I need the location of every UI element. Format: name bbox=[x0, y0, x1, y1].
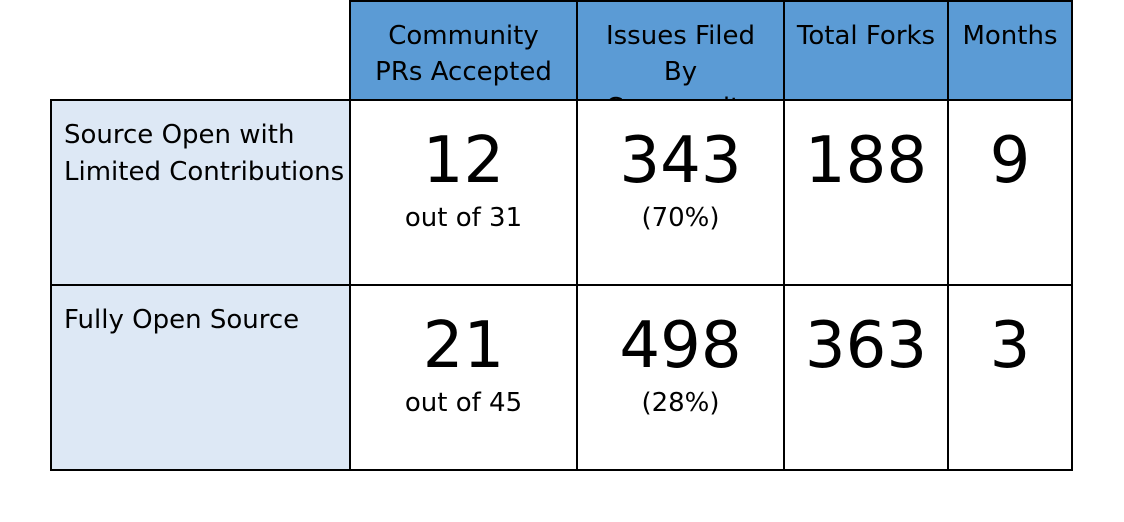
column-header: Issues Filed By Community bbox=[576, 0, 785, 123]
data-cell: 498 (28%) bbox=[576, 284, 785, 471]
data-subvalue: (28%) bbox=[641, 388, 720, 418]
data-cell: 21 out of 45 bbox=[349, 284, 578, 471]
data-subvalue: out of 31 bbox=[404, 203, 523, 233]
data-cell: 343 (70%) bbox=[576, 99, 785, 286]
row-header: Fully Open Source bbox=[50, 284, 351, 471]
data-cell: 3 bbox=[947, 284, 1073, 471]
data-value: 363 bbox=[804, 309, 928, 383]
column-header-label: Community PRs Accepted bbox=[375, 21, 552, 87]
data-subvalue: (70%) bbox=[641, 203, 720, 233]
data-value: 343 bbox=[619, 124, 742, 198]
data-value: 188 bbox=[804, 124, 928, 198]
column-header: Months bbox=[947, 0, 1073, 101]
data-cell: 9 bbox=[947, 99, 1073, 286]
data-value: 498 bbox=[619, 309, 742, 383]
column-header-label: Total Forks bbox=[796, 21, 936, 51]
data-value: 12 bbox=[422, 124, 505, 198]
data-cell: 363 bbox=[783, 284, 949, 471]
row-header: Source Open with Limited Contributions bbox=[50, 99, 351, 286]
data-cell: 188 bbox=[783, 99, 949, 286]
row-header-label: Source Open with Limited Contributions bbox=[64, 120, 345, 187]
column-header: Community PRs Accepted bbox=[349, 0, 578, 101]
data-subvalue: out of 45 bbox=[404, 388, 523, 418]
data-cell: 12 out of 31 bbox=[349, 99, 578, 286]
row-header-label: Fully Open Source bbox=[64, 305, 300, 335]
data-value: 9 bbox=[989, 124, 1031, 198]
column-header-label: Months bbox=[962, 21, 1058, 51]
data-value: 21 bbox=[422, 309, 505, 383]
data-value: 3 bbox=[989, 309, 1031, 383]
column-header: Total Forks bbox=[783, 0, 949, 101]
